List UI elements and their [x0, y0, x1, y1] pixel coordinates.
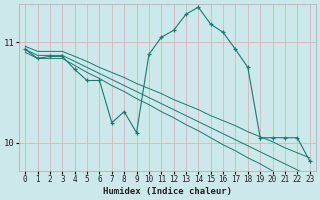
X-axis label: Humidex (Indice chaleur): Humidex (Indice chaleur) [103, 187, 232, 196]
